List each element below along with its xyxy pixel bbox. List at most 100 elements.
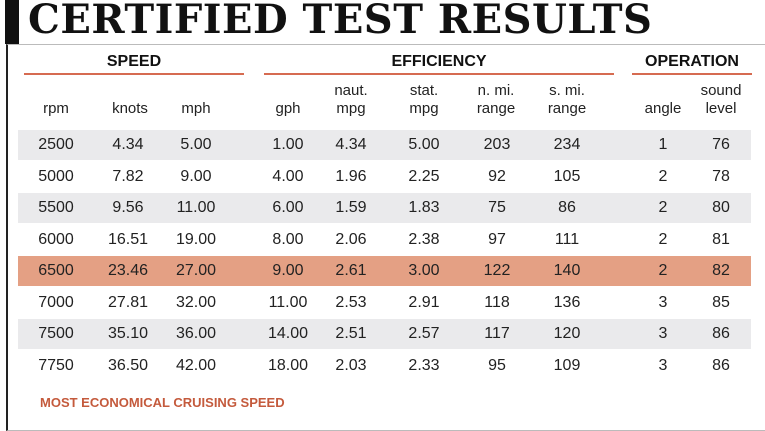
cell-knots: 35.10 bbox=[107, 325, 149, 342]
cell-knots: 36.50 bbox=[107, 356, 149, 374]
cell-rpm: 7750 bbox=[38, 356, 74, 374]
cell-knots: 4.34 bbox=[112, 136, 144, 153]
cell-mph: 19.00 bbox=[175, 230, 217, 248]
cell-nmi-range: 118 bbox=[484, 293, 510, 311]
cell-rpm: 7500 bbox=[38, 325, 74, 342]
cell-mph: 36.00 bbox=[175, 325, 217, 342]
table-row: 7750 36.50 42.00 18.00 2.03 2.33 95 109 3 86 bbox=[18, 351, 751, 381]
cell-naut-mpg: 2.03 bbox=[335, 356, 367, 374]
col-header-stat-mpg: stat. mpg bbox=[409, 82, 439, 117]
cell-angle: 1 bbox=[658, 136, 668, 153]
col-header-sound-level: sound level bbox=[700, 82, 742, 117]
cell-sound-level: 85 bbox=[712, 293, 730, 311]
cell-angle: 2 bbox=[658, 262, 668, 279]
table-row: 7000 27.81 32.00 11.00 2.53 2.91 118 136 3 85 bbox=[18, 288, 751, 318]
cell-sound-level: 86 bbox=[712, 325, 730, 342]
cell-angle: 2 bbox=[658, 199, 668, 216]
cell-stat-mpg: 2.33 bbox=[408, 356, 440, 374]
table-row: 7500 35.10 36.00 14.00 2.51 2.57 117 120 3 86 bbox=[18, 319, 751, 349]
cell-smi-range: 140 bbox=[553, 262, 581, 279]
cell-naut-mpg: 4.34 bbox=[335, 136, 367, 153]
group-underline-efficiency bbox=[264, 73, 614, 75]
col-header-knots: knots bbox=[112, 100, 148, 117]
cell-angle: 2 bbox=[658, 167, 668, 185]
cell-sound-level: 76 bbox=[712, 136, 730, 153]
cell-knots: 7.82 bbox=[112, 167, 144, 185]
cell-smi-range: 120 bbox=[553, 325, 581, 342]
cell-smi-range: 234 bbox=[553, 136, 581, 153]
cell-sound-level: 80 bbox=[712, 199, 730, 216]
group-label-efficiency: EFFICIENCY bbox=[391, 53, 487, 70]
cell-knots: 27.81 bbox=[107, 293, 149, 311]
cell-nmi-range: 97 bbox=[488, 230, 506, 248]
cell-gph: 1.00 bbox=[272, 136, 304, 153]
cell-rpm: 6500 bbox=[38, 262, 74, 279]
col-header-rpm: rpm bbox=[43, 100, 69, 117]
cell-smi-range: 109 bbox=[553, 356, 581, 374]
group-label-operation: OPERATION bbox=[645, 53, 739, 70]
cell-mph: 9.00 bbox=[180, 167, 212, 185]
cell-gph: 11.00 bbox=[268, 293, 308, 311]
cell-nmi-range: 92 bbox=[488, 167, 506, 185]
table-row: 5500 9.56 11.00 6.00 1.59 1.83 75 86 2 80 bbox=[18, 193, 751, 223]
cell-gph: 6.00 bbox=[272, 199, 304, 216]
cell-nmi-range: 75 bbox=[488, 199, 506, 216]
cell-naut-mpg: 2.06 bbox=[335, 230, 367, 248]
cell-knots: 16.51 bbox=[107, 230, 149, 248]
footnote-economical-speed: MOST ECONOMICAL CRUISING SPEED bbox=[40, 395, 285, 410]
cell-angle: 2 bbox=[658, 230, 668, 248]
cell-gph: 8.00 bbox=[272, 230, 304, 248]
cell-sound-level: 86 bbox=[712, 356, 730, 374]
group-underline-operation bbox=[632, 73, 752, 75]
cell-stat-mpg: 2.38 bbox=[408, 230, 440, 248]
cell-mph: 11.00 bbox=[176, 199, 216, 216]
col-header-angle: angle bbox=[644, 100, 682, 117]
cell-smi-range: 136 bbox=[553, 293, 581, 311]
cell-mph: 5.00 bbox=[180, 136, 212, 153]
cell-naut-mpg: 2.61 bbox=[335, 262, 367, 279]
cell-angle: 3 bbox=[658, 356, 668, 374]
col-header-gph: gph bbox=[275, 100, 301, 117]
cell-nmi-range: 122 bbox=[483, 262, 511, 279]
group-underline-speed bbox=[24, 73, 244, 75]
cell-rpm: 5000 bbox=[38, 167, 74, 185]
cell-smi-range: 86 bbox=[558, 199, 576, 216]
cell-gph: 18.00 bbox=[267, 356, 309, 374]
table-row: 5000 7.82 9.00 4.00 1.96 2.25 92 105 2 78 bbox=[18, 162, 751, 192]
cell-rpm: 5500 bbox=[38, 199, 74, 216]
table-row: 6000 16.51 19.00 8.00 2.06 2.38 97 111 2 81 bbox=[18, 225, 751, 255]
col-header-smi-range: s. mi. range bbox=[547, 82, 587, 117]
cell-rpm: 6000 bbox=[38, 230, 74, 248]
table-row-highlighted: 6500 23.46 27.00 9.00 2.61 3.00 122 140 2 82 bbox=[18, 256, 751, 286]
cell-stat-mpg: 5.00 bbox=[408, 136, 440, 153]
cell-mph: 32.00 bbox=[175, 293, 217, 311]
col-header-nmi-range: n. mi. range bbox=[476, 82, 516, 117]
cell-naut-mpg: 2.53 bbox=[335, 293, 367, 311]
cell-sound-level: 82 bbox=[712, 262, 730, 279]
cell-rpm: 7000 bbox=[38, 293, 74, 311]
cell-stat-mpg: 2.25 bbox=[408, 167, 440, 185]
cell-gph: 14.00 bbox=[267, 325, 309, 342]
cell-stat-mpg: 2.91 bbox=[408, 293, 440, 311]
cell-rpm: 2500 bbox=[38, 136, 74, 153]
cell-mph: 27.00 bbox=[175, 262, 217, 279]
cell-angle: 3 bbox=[658, 325, 668, 342]
cell-stat-mpg: 2.57 bbox=[408, 325, 440, 342]
cell-naut-mpg: 1.59 bbox=[335, 199, 367, 216]
col-header-naut-mpg: naut. mpg bbox=[334, 82, 368, 117]
cell-nmi-range: 203 bbox=[483, 136, 511, 153]
page-title: CERTIFIED TEST RESULTS bbox=[28, 0, 653, 43]
cell-knots: 9.56 bbox=[112, 199, 144, 216]
cell-sound-level: 81 bbox=[712, 230, 730, 248]
cell-smi-range: 111 bbox=[554, 230, 580, 248]
col-header-mph: mph bbox=[181, 100, 211, 117]
cell-angle: 3 bbox=[658, 293, 668, 311]
cell-knots: 23.46 bbox=[107, 262, 149, 279]
cell-gph: 9.00 bbox=[272, 262, 304, 279]
cell-sound-level: 78 bbox=[712, 167, 730, 185]
cell-stat-mpg: 3.00 bbox=[408, 262, 440, 279]
cell-nmi-range: 95 bbox=[488, 356, 506, 374]
cell-mph: 42.00 bbox=[175, 356, 217, 374]
cell-naut-mpg: 2.51 bbox=[335, 325, 367, 342]
